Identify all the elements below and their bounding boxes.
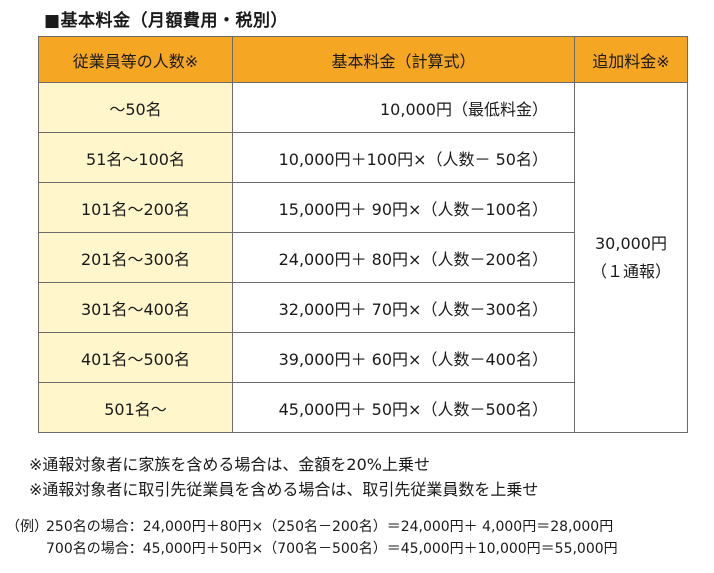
note-business-partners: ※通報対象者に取引先従業員を含める場合は、取引先従業員数を上乗せ [29, 480, 539, 499]
examples: （例） 250名の場合：24,000円＋80円×（250名－200名）＝24,0… [6, 516, 618, 560]
header-base-fee: 基本料金（計算式） [232, 36, 575, 83]
table-row: 301名～400名 32,000円＋ 70円×（人数－300名） [38, 282, 688, 333]
table-row: ～50名 10,000円（最低料金） 30,000円 （１通報） [38, 82, 688, 433]
formula-cell: 15,000円＋ 90円×（人数－100名） [232, 182, 575, 233]
table-row: 51名～100名 10,000円＋100円×（人数－ 50名） [38, 132, 688, 183]
header-employees: 従業員等の人数※ [38, 36, 233, 83]
example-row: （例） 250名の場合：24,000円＋80円×（250名－200名）＝24,0… [6, 516, 618, 538]
employees-cell: 501名～ [38, 382, 233, 433]
table-row: 501名～ 45,000円＋ 50円×（人数－500名） [38, 382, 688, 433]
employees-cell: 301名～400名 [38, 282, 233, 333]
formula-cell: 45,000円＋ 50円×（人数－500名） [232, 382, 575, 433]
formula-cell: 39,000円＋ 60円×（人数－400名） [232, 332, 575, 383]
employees-cell: 201名～300名 [38, 232, 233, 283]
additional-fee-amount: 30,000円 [595, 233, 667, 253]
formula-cell: 24,000円＋ 80円×（人数－200名） [232, 232, 575, 283]
formula-cell: 10,000円（最低料金） [232, 82, 575, 133]
additional-fee-cell: 30,000円 （１通報） [574, 82, 688, 433]
table-row: 201名～300名 24,000円＋ 80円×（人数－200名） [38, 232, 688, 283]
fee-table: 従業員等の人数※ 基本料金（計算式） 追加料金※ ～50名 10,000円（最低… [38, 36, 688, 433]
example-prefix-spacer [6, 538, 46, 560]
employees-cell: ～50名 [38, 82, 233, 133]
employees-cell: 51名～100名 [38, 132, 233, 183]
table-header-row: 従業員等の人数※ 基本料金（計算式） 追加料金※ [38, 36, 688, 83]
formula-cell: 32,000円＋ 70円×（人数－300名） [232, 282, 575, 333]
example-line: 250名の場合：24,000円＋80円×（250名－200名）＝24,000円＋… [46, 519, 614, 535]
formula-cell: 10,000円＋100円×（人数－ 50名） [232, 132, 575, 183]
page-title: ■基本料金（月額費用・税別） [44, 11, 289, 31]
example-prefix: （例） [6, 519, 48, 535]
additional-fee-unit: （１通報） [590, 261, 671, 281]
header-additional-fee: 追加料金※ [574, 36, 688, 83]
employees-cell: 401名～500名 [38, 332, 233, 383]
example-row: 700名の場合：45,000円＋50円×（700名－500名）＝45,000円＋… [6, 538, 618, 560]
example-line: 700名の場合：45,000円＋50円×（700名－500名）＝45,000円＋… [46, 541, 618, 557]
table-row: 101名～200名 15,000円＋ 90円×（人数－100名） [38, 182, 688, 233]
table-row: 401名～500名 39,000円＋ 60円×（人数－400名） [38, 332, 688, 383]
employees-cell: 101名～200名 [38, 182, 233, 233]
notes: ※通報対象者に家族を含める場合は、金額を20%上乗せ ※通報対象者に取引先従業員… [29, 452, 538, 502]
note-family: ※通報対象者に家族を含める場合は、金額を20%上乗せ [29, 455, 430, 474]
